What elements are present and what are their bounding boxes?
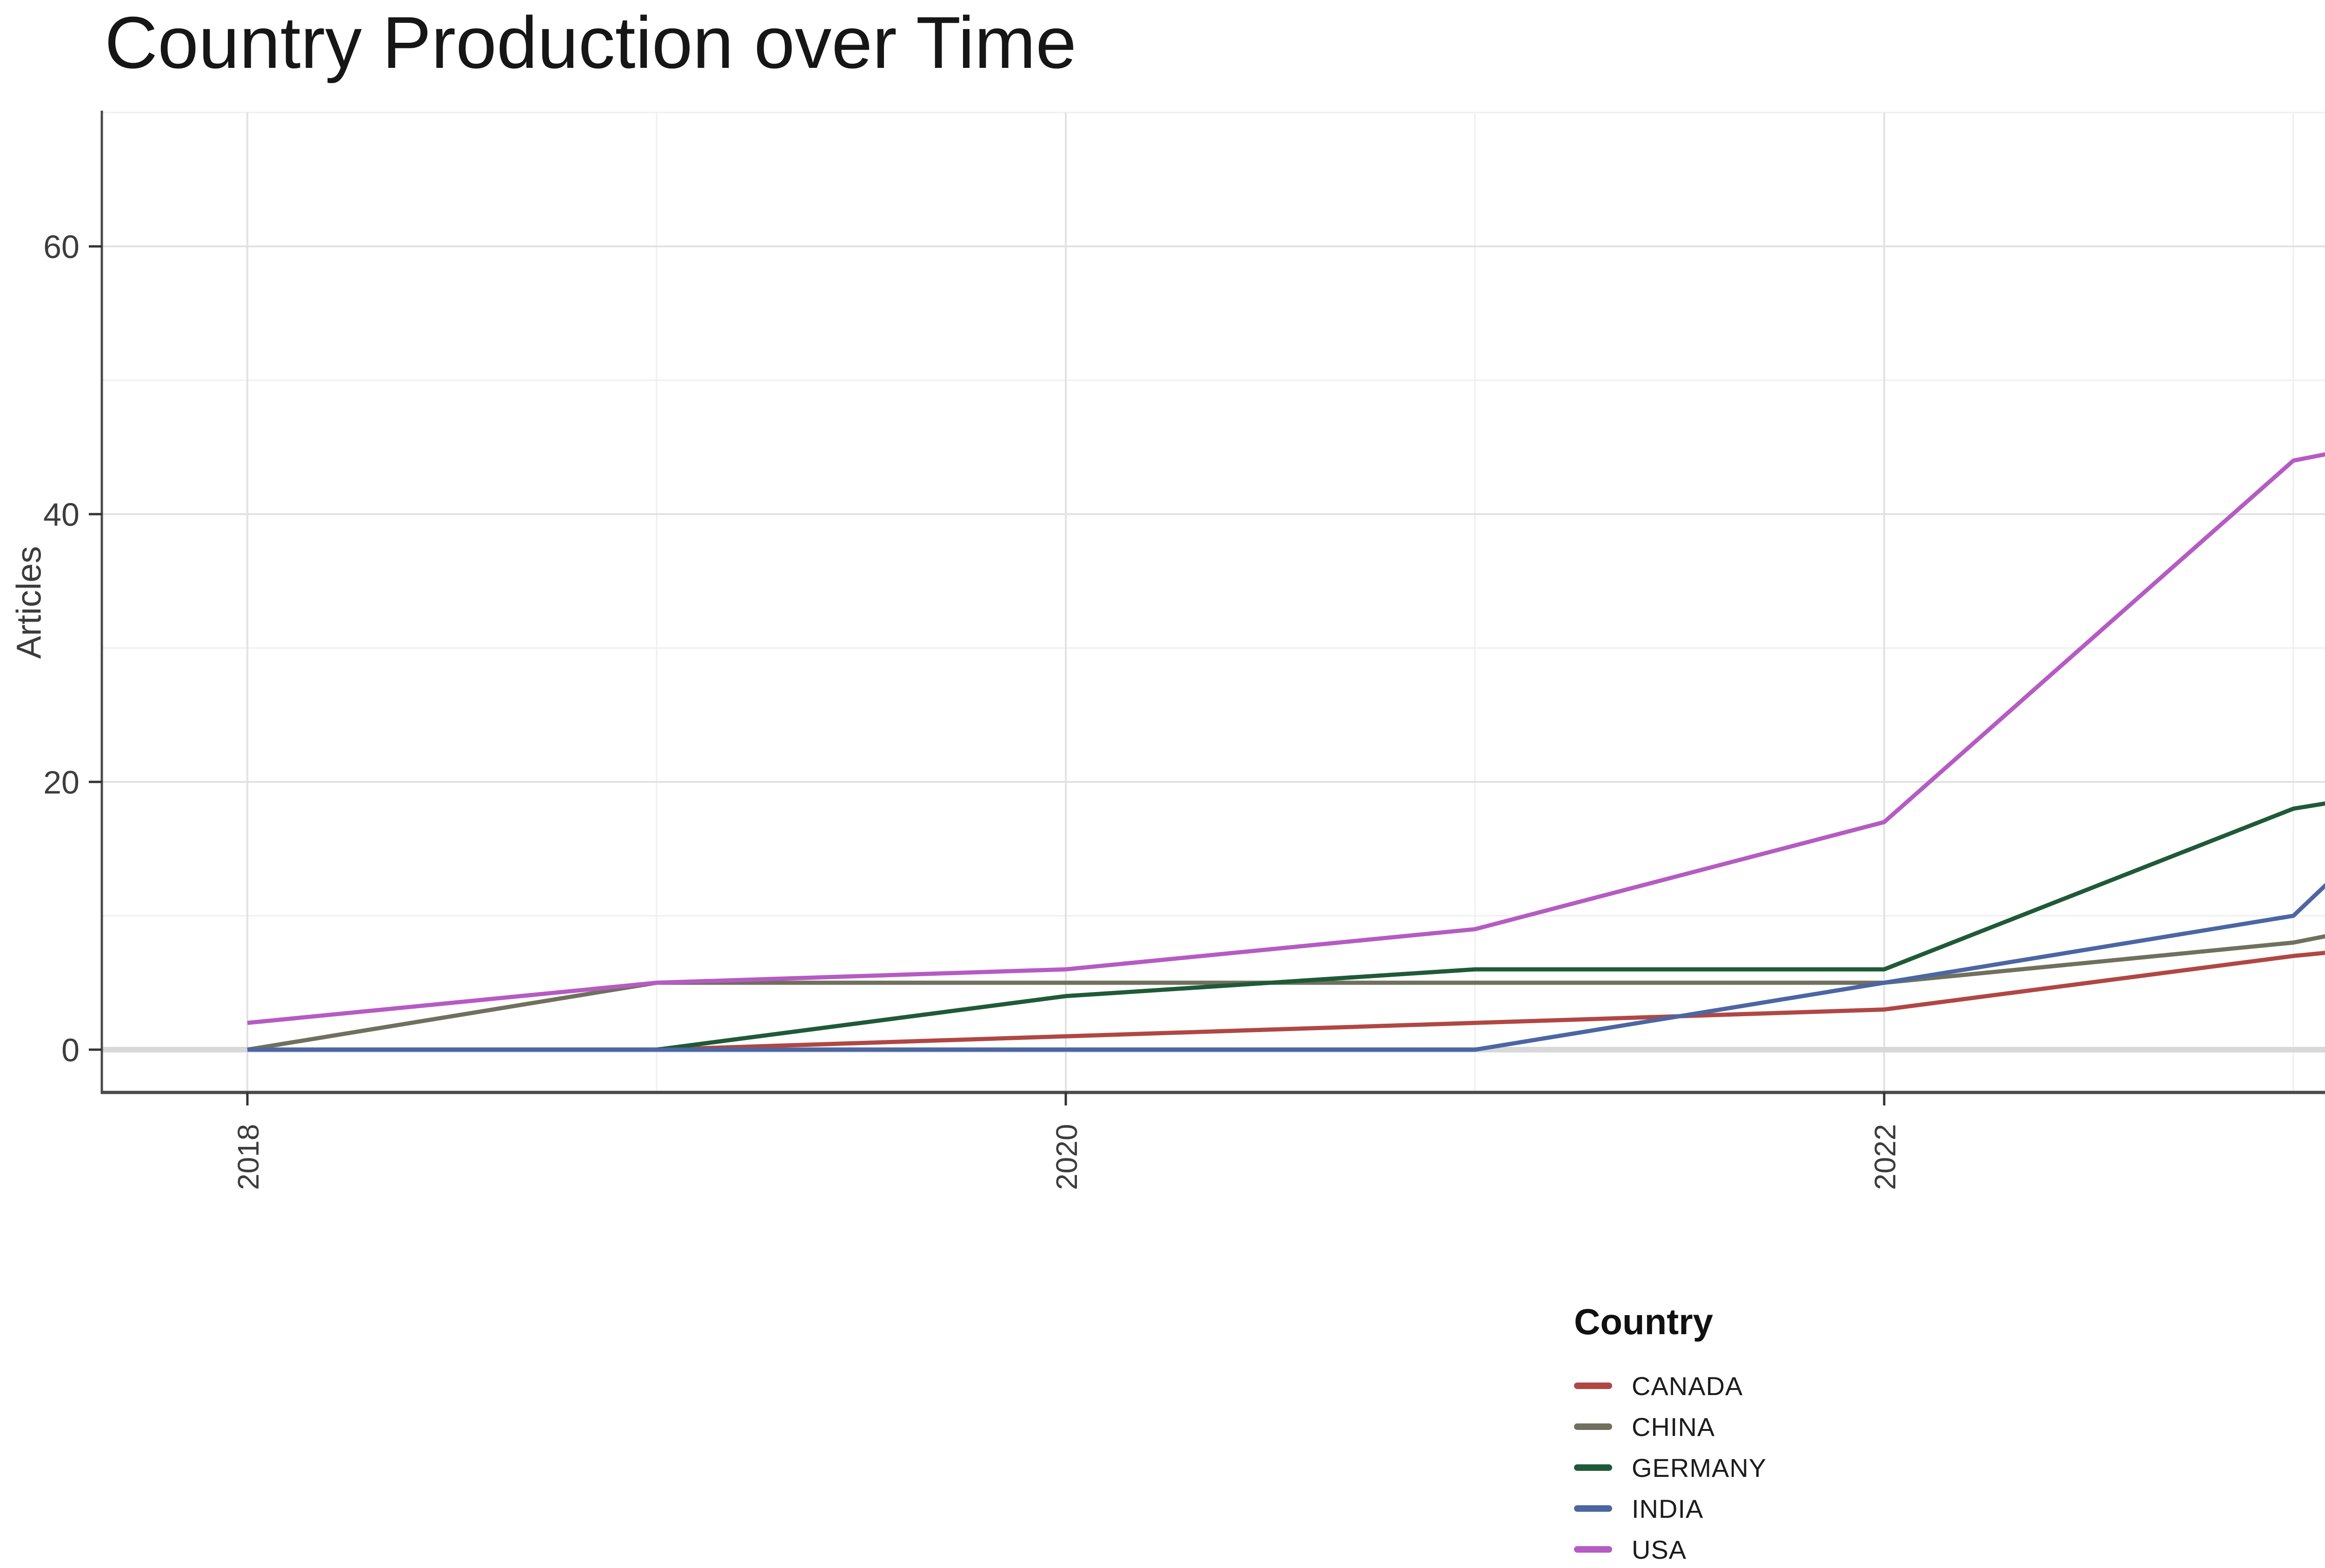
india-line-swatch: [1574, 1505, 1612, 1512]
svg-text:2018: 2018: [232, 1124, 265, 1190]
legend-item-india: INDIA: [1574, 1488, 1767, 1529]
legend-label: INDIA: [1632, 1494, 1704, 1523]
china-line-swatch: [1574, 1423, 1612, 1430]
legend-label: CHINA: [1632, 1412, 1715, 1442]
svg-text:2022: 2022: [1868, 1124, 1902, 1190]
svg-text:40: 40: [43, 496, 80, 533]
y-axis-title: Articles: [9, 546, 48, 659]
legend-title: Country: [1574, 1301, 1713, 1342]
germany-line-swatch: [1574, 1464, 1612, 1471]
legend-label: CANADA: [1632, 1371, 1743, 1401]
legend-label: GERMANY: [1632, 1453, 1767, 1482]
legend-label: USA: [1632, 1535, 1687, 1564]
legend-item-canada: CANADA: [1574, 1365, 1767, 1406]
svg-text:0: 0: [61, 1032, 80, 1068]
legend: Country CANADA CHINA GERMANY INDIA USA: [1574, 1301, 1767, 1568]
legend-item-usa: USA: [1574, 1529, 1767, 1568]
legend-item-germany: GERMANY: [1574, 1447, 1767, 1488]
svg-text:60: 60: [43, 229, 80, 265]
svg-text:2020: 2020: [1050, 1124, 1083, 1190]
chart-title: Country Production over Time: [105, 2, 1077, 84]
legend-item-china: CHINA: [1574, 1406, 1767, 1447]
usa-line-swatch: [1574, 1546, 1612, 1553]
canada-line-swatch: [1574, 1383, 1612, 1389]
svg-text:20: 20: [43, 764, 80, 801]
